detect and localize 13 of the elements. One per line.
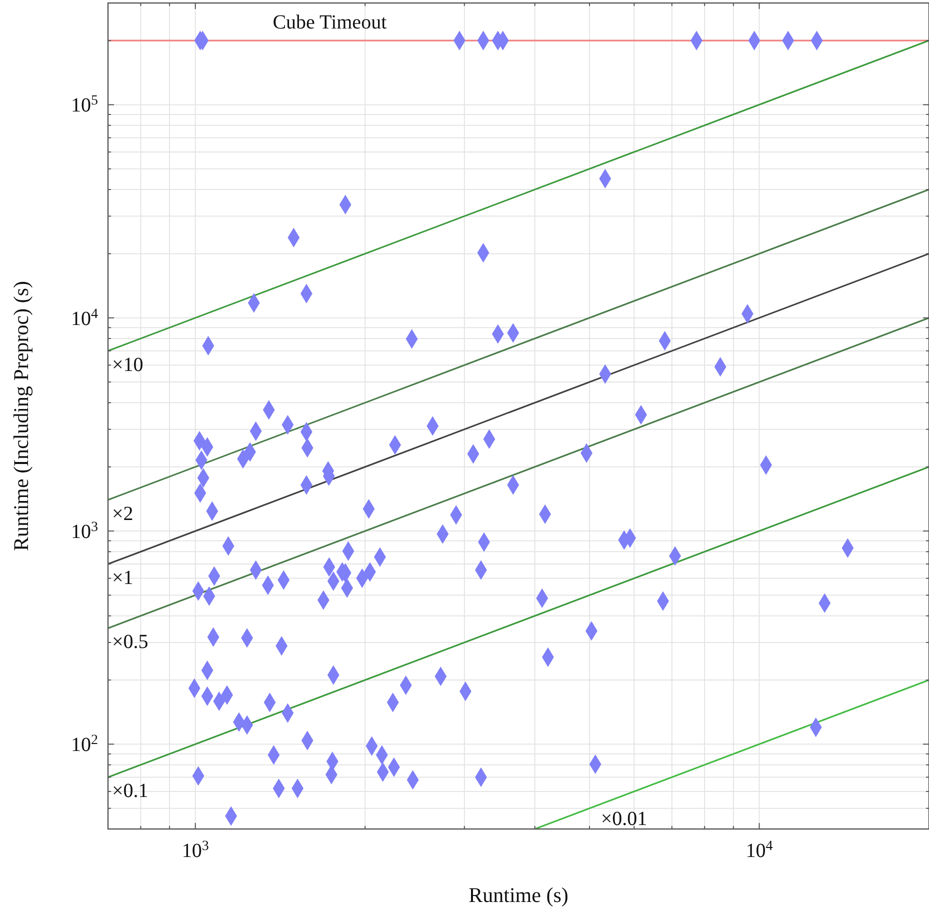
y-tick-label: 10$^{5}$: [71, 93, 98, 117]
y-axis-title: Runtime (Including Preproc) (s): [9, 280, 33, 552]
series-label: ×1: [112, 567, 134, 590]
y-tick-label: 10$^{4}$: [71, 306, 98, 330]
y-tick-label: 10$^{2}$: [71, 732, 98, 756]
series-label: ×0.1: [112, 780, 148, 802]
series-label: ×0.01: [600, 808, 648, 830]
series-label: ×10: [112, 354, 144, 376]
y-tick-label: 10$^{3}$: [71, 520, 98, 544]
series-label: ×2: [112, 502, 134, 525]
series-label: ×0.5: [112, 631, 148, 654]
ref-line-label: Cube Timeout: [272, 12, 388, 34]
x-axis-title: Runtime (s): [468, 883, 568, 907]
